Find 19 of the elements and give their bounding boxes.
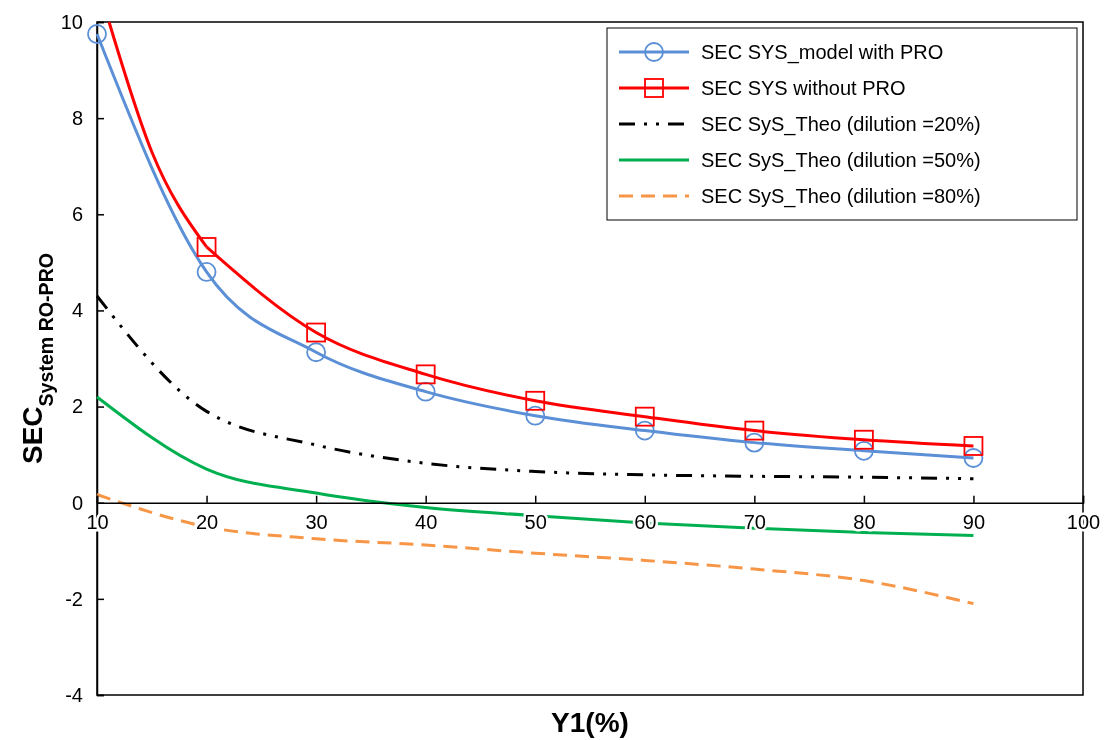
legend-label: SEC SyS_Theo (dilution =80%) (701, 185, 981, 208)
y-tick-label: 10 (60, 10, 83, 33)
legend-label: SEC SYS_model with PRO (701, 41, 944, 64)
x-tick-label: 90 (962, 510, 986, 533)
x-tick-label: 50 (524, 510, 547, 533)
legend-label: SEC SYS without PRO (701, 77, 906, 99)
y-tick-label: 0 (71, 491, 83, 514)
y-tick-label: 4 (71, 299, 83, 322)
y-tick-label: 2 (71, 395, 83, 418)
legend-label: SEC SyS_Theo (dilution =50%) (701, 149, 981, 172)
y-tick-label: 8 (71, 107, 83, 130)
legend-label: SEC SyS_Theo (dilution =20%) (701, 113, 981, 136)
x-tick-label: 80 (853, 510, 876, 533)
x-tick-label: 30 (305, 510, 328, 533)
y-tick-label: -4 (65, 683, 83, 706)
x-axis-title: Y1(%) (551, 707, 629, 738)
x-tick-label: 40 (415, 510, 438, 533)
y-tick-label: -2 (65, 587, 83, 610)
y-tick-label: 6 (71, 203, 83, 226)
